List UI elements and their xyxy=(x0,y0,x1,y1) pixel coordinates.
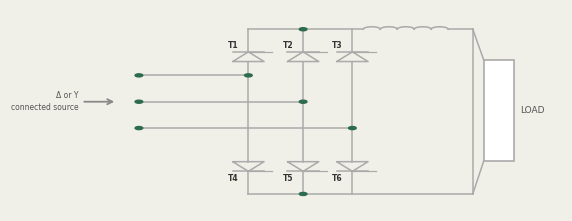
Text: T3: T3 xyxy=(332,41,343,50)
Bar xyxy=(484,60,514,161)
Text: T5: T5 xyxy=(283,174,293,183)
Circle shape xyxy=(348,127,356,130)
Text: LOAD: LOAD xyxy=(521,106,545,115)
Text: T6: T6 xyxy=(332,174,343,183)
Circle shape xyxy=(245,74,252,77)
Text: T1: T1 xyxy=(228,41,239,50)
Circle shape xyxy=(299,192,307,196)
Circle shape xyxy=(135,127,143,130)
Circle shape xyxy=(299,28,307,31)
Circle shape xyxy=(135,74,143,77)
Text: T2: T2 xyxy=(283,41,293,50)
Circle shape xyxy=(135,100,143,103)
Circle shape xyxy=(299,100,307,103)
Text: T4: T4 xyxy=(228,174,239,183)
Text: Δ or Y
connected source: Δ or Y connected source xyxy=(11,91,79,112)
